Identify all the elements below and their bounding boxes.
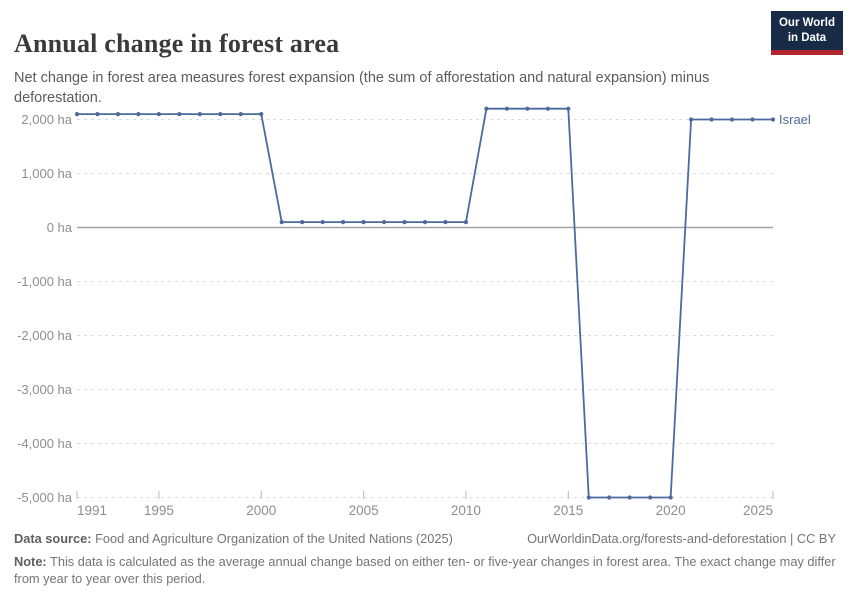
- page-title: Annual change in forest area: [14, 29, 340, 59]
- y-tick-label: -1,000 ha: [17, 274, 73, 289]
- data-point[interactable]: [729, 117, 735, 122]
- data-point[interactable]: [136, 112, 141, 117]
- owid-logo-line1: Our World: [778, 17, 835, 29]
- data-point[interactable]: [320, 220, 325, 225]
- data-points[interactable]: [74, 106, 776, 500]
- data-point[interactable]: [463, 220, 469, 225]
- line-israel: [77, 107, 773, 499]
- x-tick-label: 2010: [451, 503, 481, 518]
- data-point[interactable]: [627, 495, 632, 500]
- note-label: Note:: [14, 554, 47, 569]
- owid-url-link[interactable]: OurWorldinData.org/forests-and-deforesta…: [527, 531, 836, 546]
- y-tick-label: -3,000 ha: [17, 382, 73, 397]
- y-tick-label: -4,000 ha: [17, 436, 73, 451]
- data-point[interactable]: [95, 112, 100, 117]
- footer-note: Note: This data is calculated as the ave…: [14, 554, 836, 588]
- data-point[interactable]: [525, 106, 530, 111]
- data-point[interactable]: [668, 495, 673, 500]
- data-point[interactable]: [381, 220, 387, 225]
- data-point[interactable]: [238, 112, 243, 117]
- data-point[interactable]: [484, 106, 489, 111]
- data-point[interactable]: [177, 112, 182, 117]
- gridlines: [77, 119, 773, 498]
- footer-source-row: Data source: Food and Agriculture Organi…: [14, 531, 836, 546]
- x-axis: 1991 1995 2000 2005 2010 2015 2020 2025: [76, 491, 774, 518]
- x-tick-label: 1991: [77, 503, 107, 518]
- y-tick-label: 2,000 ha: [21, 112, 72, 127]
- y-tick-label: -2,000 ha: [17, 328, 73, 343]
- note-text: This data is calculated as the average a…: [14, 554, 836, 586]
- data-point[interactable]: [197, 112, 202, 117]
- x-tick-label: 1995: [144, 503, 174, 518]
- data-point[interactable]: [545, 106, 550, 111]
- data-point[interactable]: [648, 495, 653, 500]
- data-point[interactable]: [504, 106, 509, 111]
- owid-logo-line2: in Data: [787, 31, 827, 44]
- x-tick-label: 2000: [246, 503, 276, 518]
- data-point[interactable]: [402, 220, 407, 225]
- data-point[interactable]: [156, 112, 161, 117]
- data-point[interactable]: [259, 112, 264, 117]
- chart-subtitle: Net change in forest area measures fores…: [14, 69, 710, 106]
- data-point[interactable]: [709, 117, 714, 122]
- data-point[interactable]: [689, 117, 694, 122]
- data-point[interactable]: [300, 220, 305, 225]
- data-source-label: Data source:: [14, 531, 92, 546]
- x-tick-label: 2005: [349, 503, 379, 518]
- data-point[interactable]: [218, 112, 223, 117]
- data-point[interactable]: [443, 220, 448, 225]
- y-axis-labels: 2,000 ha 1,000 ha 0 ha -1,000 ha -2,000 ha -3…: [17, 112, 73, 505]
- data-point[interactable]: [74, 112, 80, 117]
- owid-logo[interactable]: Our World in Data: [770, 11, 843, 55]
- x-tick-label: 2025: [743, 503, 773, 518]
- data-point[interactable]: [115, 112, 121, 117]
- data-point[interactable]: [422, 220, 428, 225]
- data-point[interactable]: [341, 220, 346, 225]
- data-point[interactable]: [607, 495, 612, 500]
- series-end-label[interactable]: Israel: [779, 112, 811, 127]
- y-tick-label: 1,000 ha: [21, 166, 72, 181]
- data-point[interactable]: [750, 117, 755, 122]
- x-tick-label: 2015: [553, 503, 583, 518]
- data-point[interactable]: [566, 106, 571, 111]
- y-tick-label: 0 ha: [47, 220, 73, 235]
- data-point[interactable]: [361, 220, 366, 225]
- data-source-text: Food and Agriculture Organization of the…: [95, 531, 453, 546]
- data-point[interactable]: [586, 495, 591, 500]
- data-point[interactable]: [770, 117, 776, 122]
- y-tick-label: -5,000 ha: [17, 490, 73, 505]
- data-point[interactable]: [279, 220, 284, 225]
- x-tick-label: 2020: [656, 503, 686, 518]
- data-source: Data source: Food and Agriculture Organi…: [14, 531, 453, 546]
